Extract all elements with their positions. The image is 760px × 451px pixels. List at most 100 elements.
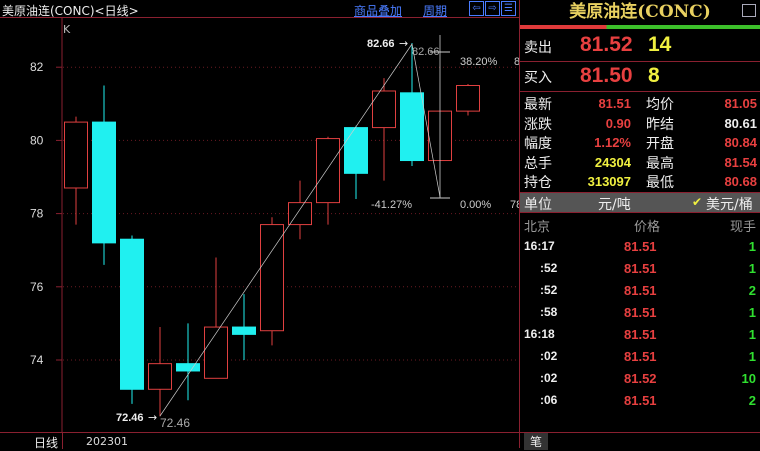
buy-price: 81.50 bbox=[580, 64, 633, 87]
unit-row: 单位 元/吨 ✔ 美元/桶 bbox=[520, 192, 760, 213]
sell-label: 卖出 bbox=[524, 40, 552, 56]
tick-price: 81.52 bbox=[624, 371, 657, 386]
tick-time: :06 bbox=[540, 393, 558, 407]
stat-label: 开盘 bbox=[646, 136, 674, 152]
candle-body bbox=[260, 224, 284, 332]
candle-body bbox=[288, 202, 312, 226]
tick-volume: 2 bbox=[748, 393, 756, 408]
stat-row: 幅度 1.12% 开盘 80.84 bbox=[520, 133, 760, 152]
candle-body bbox=[92, 121, 116, 244]
chart-footer: 日线 202301 bbox=[0, 432, 519, 450]
stat-value: 80.61 bbox=[724, 115, 757, 131]
tick-price: 81.51 bbox=[624, 305, 657, 320]
candle-body bbox=[372, 90, 396, 129]
candle-body bbox=[204, 326, 228, 379]
candle-body bbox=[400, 92, 424, 162]
unit-usd-option[interactable]: 美元/桶 bbox=[706, 197, 753, 213]
annotation-label: 72.46 bbox=[160, 416, 190, 430]
quote-title: 美原油连(CONC) bbox=[569, 2, 711, 22]
tick-volume: 1 bbox=[748, 239, 756, 254]
arrow-left-icon[interactable]: ⇦ bbox=[469, 1, 484, 16]
tick-price: 81.51 bbox=[624, 393, 657, 408]
unit-label: 单位 bbox=[524, 197, 552, 213]
annotation-label: 38.20% bbox=[460, 56, 498, 68]
tick-row: :52 81.51 1 bbox=[520, 260, 760, 280]
stat-value: 1.12% bbox=[594, 135, 631, 150]
tick-row: :58 81.51 1 bbox=[520, 304, 760, 324]
tick-price: 81.51 bbox=[624, 261, 657, 276]
stat-row: 总手 24304 最高 81.54 bbox=[520, 153, 760, 172]
annotation-label: 82.66 bbox=[412, 46, 440, 58]
tick-time: 16:17 bbox=[524, 239, 555, 253]
stat-value: 80.68 bbox=[724, 174, 757, 189]
tab-bar: 笔 bbox=[520, 432, 760, 450]
candle-body bbox=[344, 127, 368, 174]
buy-label: 买入 bbox=[524, 70, 552, 86]
tick-row: :52 81.51 2 bbox=[520, 282, 760, 302]
layout-icon[interactable]: ☰ bbox=[501, 1, 516, 16]
tick-price: 81.51 bbox=[624, 327, 657, 342]
tick-row: :02 81.52 10 bbox=[520, 370, 760, 390]
col-time: 北京 bbox=[524, 220, 551, 235]
tick-price: 81.51 bbox=[624, 349, 657, 364]
y-tick-label: 80 bbox=[30, 133, 44, 147]
buy-row: 买入 81.50 8 bbox=[520, 62, 760, 90]
sell-row: 卖出 81.52 14 bbox=[520, 30, 760, 60]
candlestick-chart[interactable]: K 74 76 78 80 82 82.66 82.66 38.20% 8 -41.27% 0.00%… bbox=[0, 0, 519, 432]
arrow-right-icon[interactable]: ⇨ bbox=[485, 1, 500, 16]
tick-price: 81.51 bbox=[624, 239, 657, 254]
stat-label: 持仓 bbox=[524, 175, 552, 191]
stat-label: 最新 bbox=[524, 97, 552, 113]
stat-value: 0.90 bbox=[605, 115, 631, 131]
stat-value: 81.54 bbox=[724, 154, 757, 170]
stat-label: 涨跌 bbox=[524, 116, 552, 133]
unit-cny-option[interactable]: 元/吨 bbox=[598, 197, 631, 213]
arrow-icon: → bbox=[399, 37, 408, 50]
annotation-label: 8 bbox=[514, 56, 519, 68]
tick-volume: 10 bbox=[741, 371, 756, 386]
annotation-label: -41.27% bbox=[371, 199, 412, 211]
date-label: 202301 bbox=[86, 435, 128, 448]
annotation-label: 0.00% bbox=[460, 199, 491, 211]
tick-row: :02 81.51 1 bbox=[520, 348, 760, 368]
period-link[interactable]: 周期 bbox=[423, 4, 448, 18]
annotation-label: 82.66 bbox=[367, 38, 395, 50]
tick-time: :58 bbox=[540, 305, 558, 319]
chart-panel: 美原油连(CONC)<日线> 商品叠加 周期 ⇦ ⇨ ☰ K 74 76 78 80 82… bbox=[0, 0, 519, 450]
annotation-label: 78 bbox=[510, 199, 519, 211]
y-tick-label: 82 bbox=[30, 60, 44, 74]
tick-row: :06 81.51 2 bbox=[520, 392, 760, 412]
divider bbox=[520, 61, 760, 62]
tick-volume: 1 bbox=[748, 327, 756, 342]
maximize-icon[interactable] bbox=[742, 4, 756, 17]
stat-value: 81.05 bbox=[724, 96, 757, 111]
buy-sell-ratio-bar bbox=[520, 25, 760, 29]
stat-value: 24304 bbox=[594, 154, 631, 170]
tab-ticks[interactable]: 笔 bbox=[524, 433, 549, 450]
quote-panel: 美原油连(CONC) 卖出 81.52 14 买入 81.50 8 最新 81.… bbox=[519, 0, 760, 450]
overlay-link[interactable]: 商品叠加 bbox=[354, 4, 403, 18]
tick-time: :52 bbox=[540, 283, 558, 297]
stat-label: 最高 bbox=[646, 155, 674, 172]
candle-body bbox=[316, 138, 340, 204]
col-volume: 现手 bbox=[729, 220, 756, 235]
tick-price: 81.51 bbox=[624, 283, 657, 298]
y-tick-label: 74 bbox=[30, 353, 44, 367]
sell-price: 81.52 bbox=[580, 33, 633, 56]
chart-title: 美原油连(CONC)<日线> bbox=[2, 4, 139, 18]
y-tick-label: 76 bbox=[30, 280, 44, 294]
chart-header: 美原油连(CONC)<日线> 商品叠加 周期 ⇦ ⇨ ☰ bbox=[0, 0, 519, 18]
y-tick-label: 78 bbox=[30, 207, 44, 221]
period-label: 日线 bbox=[34, 436, 59, 450]
candle-body bbox=[120, 238, 144, 390]
trend-line bbox=[159, 43, 413, 417]
stat-label: 昨结 bbox=[646, 116, 674, 133]
candle-body bbox=[456, 85, 480, 112]
tick-time: :02 bbox=[540, 349, 558, 363]
stat-row: 涨跌 0.90 昨结 80.61 bbox=[520, 114, 760, 133]
trend-line bbox=[411, 43, 441, 198]
check-icon: ✔ bbox=[692, 195, 703, 209]
stat-value: 313097 bbox=[587, 174, 631, 189]
divider bbox=[520, 91, 760, 92]
stat-label: 最低 bbox=[646, 175, 674, 191]
